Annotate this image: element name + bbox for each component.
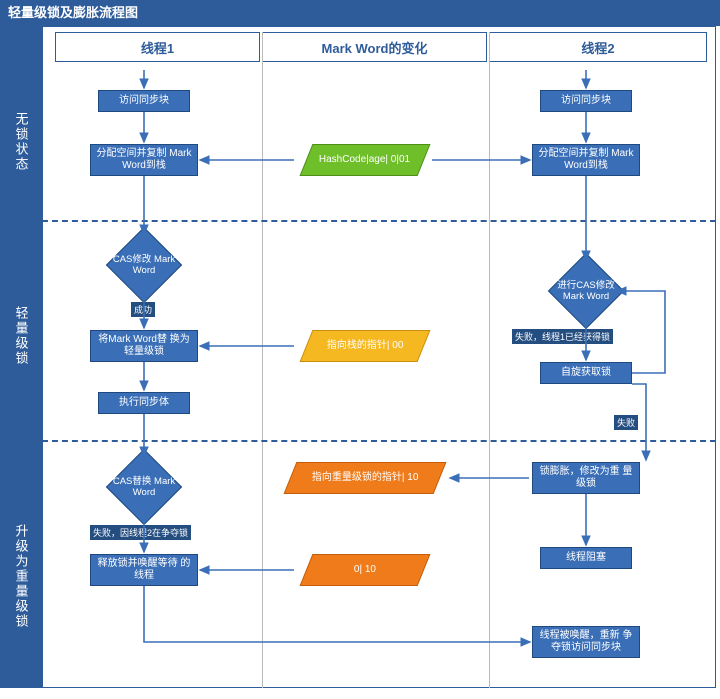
t1-access-block: 访问同步块 xyxy=(98,90,190,112)
flowchart-canvas: 轻量级锁及膨胀流程图 无锁状态 轻量级锁 升级为重量级锁 线程1 Mark Wo… xyxy=(0,0,720,699)
t1-release-wake: 释放锁并唤醒等待 的线程 xyxy=(90,554,198,586)
row-divider-1 xyxy=(42,220,716,222)
t2-inflate: 锁膨胀，修改为重 量级锁 xyxy=(532,462,640,494)
title-bar: 轻量级锁及膨胀流程图 xyxy=(0,0,720,26)
t2-cas-modify: 进行CAS修改 Mark Word xyxy=(559,264,613,318)
t2-cas-fail-label: 失败，线程1已经获得锁 xyxy=(512,329,613,344)
col-divider-2 xyxy=(489,32,490,688)
phase-label-lightweight: 轻量级锁 xyxy=(0,236,42,436)
t1-cas-replace: CAS替换 Mark Word xyxy=(117,460,171,514)
t1-cas-fail-label: 失败，因线程2在争夺锁 xyxy=(90,525,191,540)
t1-alloc-copy: 分配空间并复制 Mark Word到栈 xyxy=(90,144,198,176)
t1-replace-lightweight: 将Mark Word替 换为轻量级锁 xyxy=(90,330,198,362)
left-phase-column: 无锁状态 轻量级锁 升级为重量级锁 xyxy=(0,26,42,688)
t2-spin: 自旋获取锁 xyxy=(540,362,632,384)
t2-alloc-copy: 分配空间并复制 Mark Word到栈 xyxy=(532,144,640,176)
phase-label-heavyweight: 升级为重量级锁 xyxy=(0,456,42,696)
col-head-thread2: 线程2 xyxy=(489,32,707,62)
t2-block: 线程阻塞 xyxy=(540,547,632,569)
t2-access-block: 访问同步块 xyxy=(540,90,632,112)
row-divider-2 xyxy=(42,440,716,442)
col-divider-1 xyxy=(262,32,263,688)
col-head-thread1: 线程1 xyxy=(55,32,260,62)
t1-cas-success-label: 成功 xyxy=(131,302,155,317)
t1-exec-body: 执行同步体 xyxy=(98,392,190,414)
phase-label-nolock: 无锁状态 xyxy=(0,62,42,222)
t2-woken: 线程被唤醒，重新 争夺锁访问同步块 xyxy=(532,626,640,658)
mw-hashcode: HashCode|age| 0|01 xyxy=(300,144,431,176)
t1-cas-modify: CAS修改 Mark Word xyxy=(117,238,171,292)
t2-spin-fail-label: 失败 xyxy=(614,415,638,430)
mw-stackptr: 指向栈的指针| 00 xyxy=(300,330,431,362)
mw-zero: 0| 10 xyxy=(300,554,431,586)
mw-heavyptr: 指向重量级锁的指针| 10 xyxy=(284,462,447,494)
col-head-markword: Mark Word的变化 xyxy=(262,32,487,62)
